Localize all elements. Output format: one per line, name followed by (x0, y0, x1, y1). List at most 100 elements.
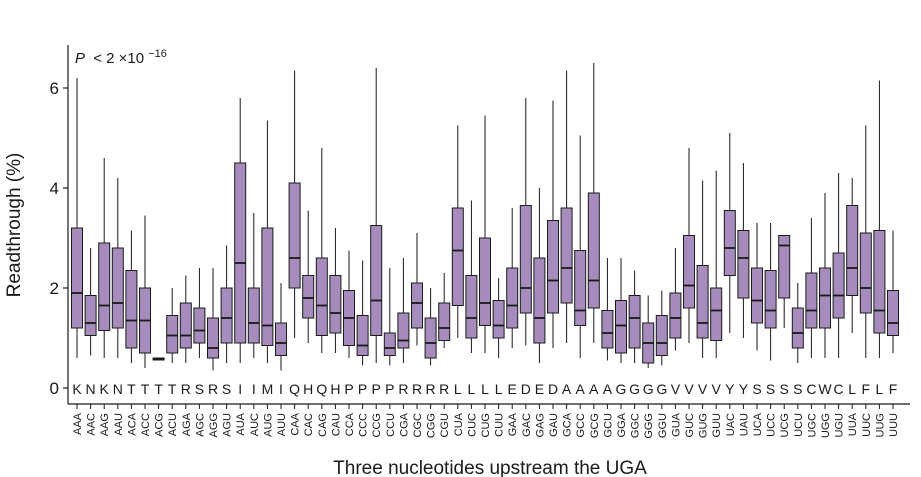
box-UUC (859, 232, 872, 314)
box-CUC (465, 275, 478, 339)
amino-acid-label: P (385, 381, 394, 397)
amino-acid-label: N (86, 381, 96, 397)
box-AAA (71, 227, 83, 329)
codon-label: GGA (616, 412, 628, 437)
codon-label: CGC (412, 413, 424, 438)
amino-acid-label: L (454, 381, 462, 397)
codon-label: GAG (534, 413, 546, 437)
amino-acid-label: L (468, 381, 476, 397)
box-UCG (778, 235, 791, 299)
amino-acid-label: S (195, 381, 204, 397)
amino-acid-label: F (889, 381, 898, 397)
codon-label: ACG (154, 413, 166, 437)
amino-acid-label: M (262, 381, 274, 397)
box-GAG (533, 257, 546, 344)
codon-label: GUG (698, 413, 710, 438)
codon-label: UUG (874, 413, 886, 437)
y-axis-label: Readthrough (%) (4, 153, 25, 298)
amino-acid-label: H (330, 381, 340, 397)
amino-acid-label: Y (725, 381, 735, 397)
codon-label: GAA (507, 412, 519, 436)
box-GAC (519, 205, 532, 314)
box-AUU (275, 322, 287, 356)
box-AGG (207, 317, 219, 359)
codon-label: GUC (684, 413, 696, 438)
codon-label: AUC (249, 413, 261, 436)
amino-acid-label: E (508, 381, 517, 397)
box-GCG (587, 192, 600, 309)
codon-label: CUU (494, 413, 506, 437)
amino-acid-label: D (548, 381, 558, 397)
codon-label: CGG (426, 413, 438, 438)
codon-label: GCU (602, 413, 614, 438)
box-GUA (669, 292, 682, 339)
amino-acid-label: C (806, 381, 816, 397)
amino-acid-label: V (671, 381, 681, 397)
box-CUG (479, 237, 491, 326)
box-UCA (751, 267, 763, 324)
codon-label: GGC (630, 413, 642, 438)
amino-acid-label: R (412, 381, 422, 397)
amino-acid-label: L (876, 381, 884, 397)
amino-acid-label: Y (739, 381, 749, 397)
amino-acid-label: Q (289, 381, 300, 397)
codon-label: GCG (589, 413, 601, 438)
amino-acid-label: A (576, 381, 586, 397)
box-AAU (111, 247, 124, 329)
box-UCC (764, 270, 777, 329)
box-AUA (234, 162, 247, 344)
plot-area: 0246KAAANAACKAAGNAAUTACATACCTACGTACURAGA… (50, 45, 910, 439)
codon-label: CUC (466, 413, 478, 437)
codon-label: AGG (208, 413, 220, 437)
amino-acid-label: N (113, 381, 123, 397)
codon-label: UGU (834, 413, 846, 438)
box-CUA (451, 207, 464, 306)
box-UGG (819, 267, 831, 329)
codon-label: ACC (140, 413, 152, 436)
y-tick-label: 2 (50, 279, 59, 298)
box-AGC (193, 307, 206, 344)
box-GGC (628, 295, 641, 349)
codon-label: GCC (575, 413, 587, 438)
amino-acid-label: P (344, 381, 353, 397)
amino-acid-label: G (656, 381, 667, 397)
p-value-text: < 2 ×10 (93, 50, 144, 67)
codon-label: AAU (113, 413, 125, 436)
box-CGC (411, 282, 423, 329)
amino-acid-label: R (426, 381, 436, 397)
amino-acid-label: S (222, 381, 231, 397)
codon-label: AAG (99, 413, 111, 436)
amino-acid-label: S (780, 381, 789, 397)
codon-label: UAU (738, 413, 750, 436)
amino-acid-label: T (168, 381, 177, 397)
codon-label: AAA (72, 412, 84, 435)
codon-label: UUA (847, 412, 859, 436)
box-AUG (261, 227, 274, 346)
amino-acid-label: Q (316, 381, 327, 397)
codon-label: UAC (725, 413, 737, 436)
codon-label: CCG (371, 413, 383, 437)
codon-label: UUU (888, 413, 900, 437)
box-GCA (560, 207, 573, 304)
codon-label: CCC (358, 413, 370, 437)
codon-label: CUA (453, 412, 465, 436)
codon-label: AAC (86, 413, 98, 436)
amino-acid-label: C (834, 381, 844, 397)
box-GCC (574, 250, 587, 326)
codon-label: GGG (643, 413, 655, 439)
codon-label: GGU (657, 413, 669, 438)
codon-label: AGA (181, 412, 193, 436)
box-GUC (683, 235, 695, 309)
amino-acid-label: L (481, 381, 489, 397)
box-CCU (383, 332, 396, 356)
amino-acid-label: P (372, 381, 381, 397)
box-CGU (438, 302, 451, 341)
codon-label: ACU (167, 413, 179, 436)
codon-label: UCG (779, 413, 791, 437)
amino-acid-label: K (72, 381, 82, 397)
amino-acid-label: H (303, 381, 313, 397)
box-CAG (315, 257, 328, 336)
amino-acid-label: A (603, 381, 613, 397)
y-tick-label: 4 (50, 179, 59, 198)
